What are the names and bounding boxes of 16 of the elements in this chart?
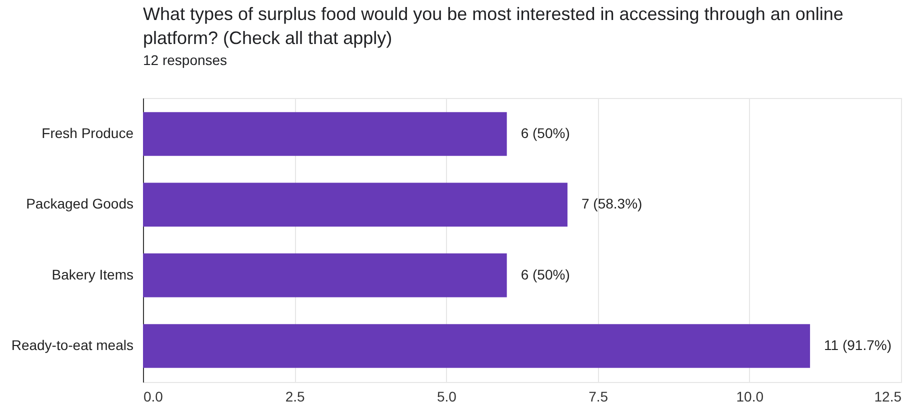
- data-label: 6 (50%): [520, 266, 570, 282]
- chart-title: What types of surplus food would you be most interested in accessing through an online platform? (Check all that apply): [143, 4, 844, 48]
- y-tick-label: Packaged Goods: [26, 196, 134, 212]
- data-label: 6 (50%): [520, 125, 570, 142]
- x-tick-label: 10.0: [736, 388, 764, 404]
- x-tick-label: 2.5: [285, 388, 306, 404]
- x-tick-label: 5.0: [436, 388, 457, 404]
- data-label: 11 (91.7%): [824, 336, 892, 353]
- x-tick-label: 7.5: [588, 388, 608, 404]
- y-tick-label: Fresh Produce: [42, 125, 134, 142]
- data-label: 7 (58.3%): [581, 196, 642, 212]
- x-tick-label: 0.0: [144, 388, 164, 404]
- x-tick-label: 12.5: [874, 388, 902, 404]
- y-tick-label: Bakery Items: [52, 266, 134, 282]
- chart-subtitle: 12 responses: [143, 52, 228, 68]
- y-tick-label: Ready-to-eat meals: [11, 336, 134, 353]
